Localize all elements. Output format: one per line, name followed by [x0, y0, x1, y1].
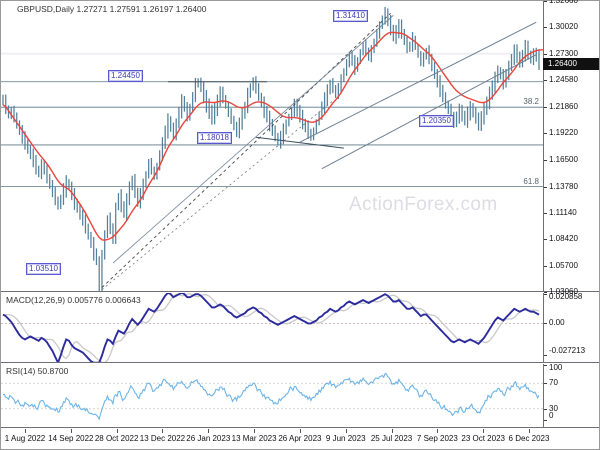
rsi-panel: RSI(14) 50.8700 100 70 30 0 — [1, 364, 599, 428]
date-tick-label: 6 Dec 2023 — [508, 434, 550, 443]
price-tick-label: 1.11140 — [549, 207, 577, 217]
macd-tick-label: -0.027213 — [549, 346, 586, 355]
date-tick-label: 13 Mar 2023 — [231, 434, 277, 443]
macd-tick-label: 0.00 — [549, 318, 565, 328]
date-tick-label: 7 Sep 2023 — [416, 434, 458, 443]
macd-tick-label: 0.020858 — [549, 292, 583, 301]
price-tick-mark — [544, 239, 547, 241]
price-tick-label: 1.27300 — [549, 48, 578, 58]
date-tick-label: 13 Dec 2022 — [139, 434, 186, 443]
date-tick-mark — [299, 429, 301, 433]
date-tick-mark — [529, 429, 530, 433]
price-tick-label: 1.16500 — [549, 154, 578, 164]
watermark: ActionForex.com — [349, 194, 498, 215]
date-tick-label: 9 Jun 2023 — [325, 434, 366, 443]
macd-plot-area — [1, 293, 543, 362]
date-tick-mark — [116, 429, 118, 433]
rsi-tick-label: 100 — [549, 363, 563, 372]
price-tick-label: 1.21860 — [549, 102, 578, 112]
date-tick-label: 14 Sep 2022 — [48, 434, 94, 443]
price-panel: GBPUSD,Daily 1.27271 1.27591 1.26197 1.2… — [1, 0, 599, 296]
date-tick-mark — [437, 429, 439, 433]
price-tick-label: 1.03060 — [549, 287, 578, 296]
price-tick-mark — [544, 1, 547, 2]
level-1-20350[interactable]: 1.20350 — [419, 115, 454, 127]
price-series-svg — [1, 6, 543, 291]
price-tick-mark — [544, 159, 547, 161]
price-tick-mark — [544, 292, 547, 293]
date-tick-label: 25 Jul 2023 — [370, 434, 413, 443]
date-tick-mark — [345, 429, 347, 433]
date-tick-mark — [25, 429, 26, 433]
rsi-plot-area — [1, 364, 543, 427]
date-tick-label: 26 Jan 2023 — [186, 434, 231, 443]
date-tick-label: 23 Oct 2023 — [461, 434, 505, 443]
price-tick-mark — [544, 80, 547, 82]
date-tick-label: 28 Oct 2022 — [94, 434, 139, 443]
rsi-tick-mark — [544, 383, 547, 385]
rsi-label: RSI(14) 50.8700 — [6, 366, 69, 376]
fib-label-61-8: 61.8 — [523, 176, 539, 186]
high-1-31410[interactable]: 1.31410 — [333, 10, 368, 22]
macd-axis[interactable]: 0.020858 0.00 -0.027213 — [543, 293, 599, 362]
rsi-tick-label: 0 — [549, 411, 554, 420]
macd-series-svg — [1, 293, 543, 362]
macd-panel: MACD(12,26,9) 0.005776 0.006643 0.020858… — [1, 293, 599, 363]
current-price-marker: 1.26400 — [543, 57, 599, 70]
price-plot-area — [1, 1, 543, 291]
price-tick-mark — [544, 53, 547, 55]
rsi-tick-label: 70 — [549, 378, 558, 388]
level-1-18018[interactable]: 1.18018 — [197, 132, 232, 144]
price-tick-mark — [544, 186, 547, 188]
price-tick-label: 1.08420 — [549, 234, 578, 244]
rsi-tick-mark — [544, 365, 547, 366]
price-tick-label: 1.32660 — [549, 0, 578, 5]
date-tick-mark — [162, 429, 164, 433]
price-tick-label: 1.13780 — [549, 181, 578, 191]
date-tick-mark — [70, 429, 72, 433]
date-tick-label: 1 Aug 2022 — [4, 434, 46, 443]
rsi-axis[interactable]: 100 70 30 0 — [543, 364, 599, 427]
price-tick-mark — [544, 212, 547, 214]
rsi-series-svg — [1, 372, 543, 421]
date-tick-mark — [208, 429, 210, 433]
date-tick-mark — [483, 429, 485, 433]
price-tick-label: 1.24580 — [549, 75, 578, 85]
price-tick-mark — [544, 107, 547, 109]
price-tick-label: 1.05700 — [549, 261, 578, 271]
date-tick-mark — [254, 429, 256, 433]
price-tick-label: 1.19220 — [549, 128, 578, 138]
price-tick-label: 1.30020 — [549, 21, 578, 31]
symbol-header: GBPUSD,Daily 1.27271 1.27591 1.26197 1.2… — [17, 4, 207, 14]
price-axis[interactable]: 1.32660 1.30020 1.27300 1.24580 1.21860 1.192… — [543, 0, 599, 296]
fib-label-38-2: 38.2 — [523, 97, 539, 107]
rsi-tick-mark — [544, 420, 547, 421]
macd-tick-mark — [544, 323, 547, 325]
rsi-tick-label: 30 — [549, 403, 558, 413]
resistance-1-24450[interactable]: 1.24450 — [108, 70, 143, 82]
macd-label: MACD(12,26,9) 0.005776 0.006643 — [6, 295, 141, 305]
date-tick-mark — [391, 429, 393, 433]
price-tick-mark — [544, 133, 547, 135]
price-tick-mark — [544, 266, 547, 268]
price-tick-mark — [544, 26, 547, 28]
macd-tick-mark — [544, 294, 547, 295]
macd-tick-mark — [544, 355, 547, 356]
date-axis[interactable]: 1 Aug 2022 14 Sep 2022 28 Oct 2022 13 Dec 2… — [1, 429, 600, 450]
date-tick-label: 26 Apr 2023 — [278, 434, 322, 443]
low-1-03510[interactable]: 1.03510 — [26, 263, 61, 275]
rsi-tick-mark — [544, 408, 547, 410]
